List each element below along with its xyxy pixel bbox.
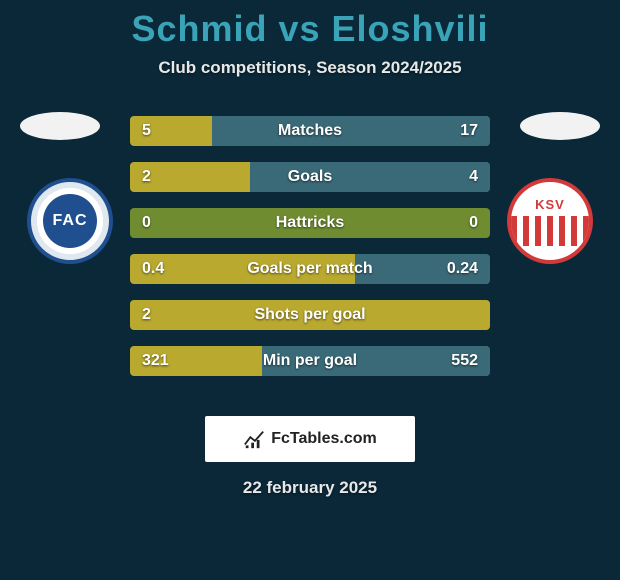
stat-row: 321Min per goal552	[130, 346, 490, 376]
stat-label: Hattricks	[130, 214, 490, 232]
page-title: Schmid vs Eloshvili	[0, 0, 620, 50]
stat-label: Goals per match	[130, 260, 490, 278]
chart-icon	[243, 428, 265, 450]
stat-label: Matches	[130, 122, 490, 140]
date-label: 22 february 2025	[0, 478, 620, 498]
stat-row: 2Shots per goal	[130, 300, 490, 330]
attribution-badge[interactable]: FcTables.com	[205, 416, 415, 462]
stat-row: 0.4Goals per match0.24	[130, 254, 490, 284]
stat-row: 5Matches17	[130, 116, 490, 146]
stat-value-right: 0.24	[447, 260, 478, 278]
stat-value-right: 0	[469, 214, 478, 232]
crest-right-label: KSV	[535, 197, 565, 212]
player-right-oval	[520, 112, 600, 140]
crest-right-stripes	[511, 216, 589, 246]
stat-label: Min per goal	[130, 352, 490, 370]
stat-row: 0Hattricks0	[130, 208, 490, 238]
stats-bars: 5Matches17 2Goals4 0Hattricks0 0.4Goals per…	[130, 116, 490, 392]
subtitle: Club competitions, Season 2024/2025	[0, 58, 620, 78]
crest-left: FAC	[27, 178, 113, 264]
crest-right: KSV	[507, 178, 593, 264]
player-left-oval	[20, 112, 100, 140]
stat-value-right: 552	[451, 352, 478, 370]
stat-label: Shots per goal	[130, 306, 490, 324]
stat-value-right: 4	[469, 168, 478, 186]
attribution-label: FcTables.com	[271, 430, 377, 448]
stat-row: 2Goals4	[130, 162, 490, 192]
stat-label: Goals	[130, 168, 490, 186]
stat-value-right: 17	[460, 122, 478, 140]
crest-left-label: FAC	[43, 194, 97, 248]
comparison-arena: FAC KSV 5Matches17 2Goals4 0Hattricks0 0.4G…	[0, 98, 620, 398]
